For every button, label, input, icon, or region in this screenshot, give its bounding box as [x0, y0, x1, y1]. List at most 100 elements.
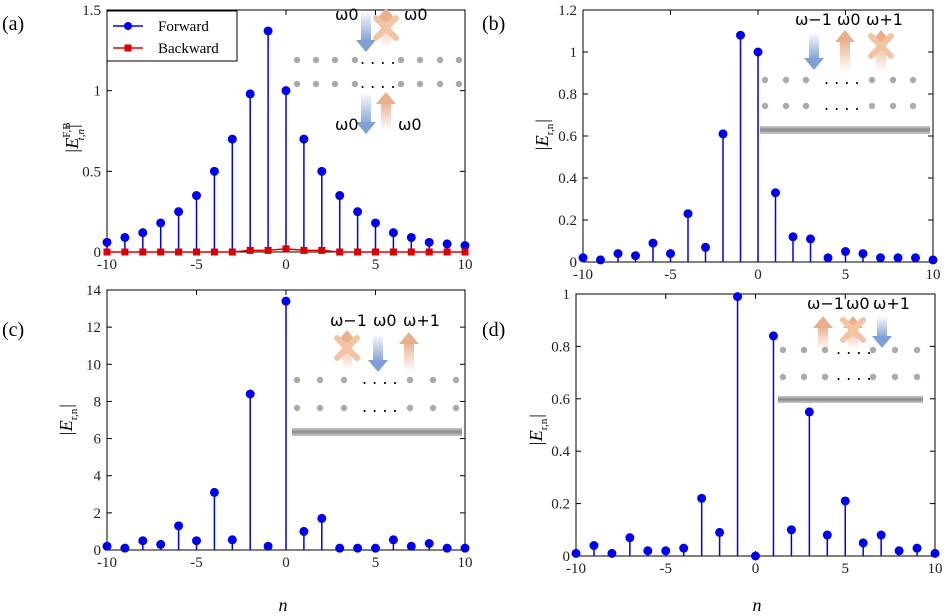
panel-b: -10 -5 0 5 10 0 0.2 0.4 0.6 0.8 1 1.2 (b) |Er,n| ω−…: [482, 3, 941, 283]
inset-d-grating: [779, 346, 921, 381]
x-tick-label: 5: [842, 561, 850, 577]
data-point: [822, 530, 832, 540]
up-arrow-shaft: [818, 326, 828, 350]
data-point: [661, 546, 671, 556]
y-tick-label: 1.2: [558, 3, 577, 19]
x-tick-label: 5: [372, 257, 380, 273]
down-arrow-icon: [356, 122, 376, 134]
x-tick-label: 5: [372, 555, 380, 571]
inset-a-dots-bottom: . . . .: [360, 73, 396, 92]
down-arrow-shaft: [877, 316, 887, 338]
axes-b: -10 -5 0 5 10 0 0.2 0.4 0.6 0.8 1 1.2: [558, 3, 940, 283]
data-point: [804, 407, 814, 417]
inset-c-dots-bottom: . . . .: [362, 397, 398, 416]
data-point: [335, 191, 345, 201]
grating-dot: [868, 102, 876, 110]
y-tick-label: 10: [86, 357, 101, 373]
y-tick-label: 0: [570, 255, 578, 271]
y-tick-label: 4: [94, 469, 102, 485]
x-tick-label: -10: [97, 555, 117, 571]
grating-dot: [293, 404, 301, 412]
data-point: [102, 541, 112, 551]
data-point: [192, 191, 201, 201]
inset-d-dots-top: . . . .: [836, 339, 872, 358]
data-point: [589, 541, 599, 551]
data-point: [823, 253, 833, 263]
grating-dot: [782, 76, 790, 84]
data-point: [442, 239, 452, 249]
data-point: [138, 536, 148, 546]
grating-dot: [779, 373, 787, 381]
inset-c-omega-minus: ω−1: [330, 311, 367, 330]
data-point: [928, 255, 938, 265]
inset-a-grating: [293, 56, 463, 88]
grating-dot: [416, 80, 424, 88]
up-arrow-icon: [813, 316, 833, 328]
data-point: [281, 86, 291, 96]
down-arrow-shaft: [361, 10, 371, 42]
grating-dot: [800, 373, 808, 381]
inset-c-omega-zero: ω0: [373, 311, 397, 330]
data-point: [120, 232, 130, 242]
data-point: [571, 548, 581, 558]
y-tick-label: 1: [563, 287, 571, 303]
xlabel-d: n: [753, 595, 762, 615]
y-tick-label: 1: [570, 45, 578, 61]
inset-b-dots-top: . . . .: [824, 69, 860, 88]
inset-b-omega-zero: ω0: [837, 10, 861, 29]
y-tick-label: 1.5: [82, 3, 101, 19]
data-point-backward: [389, 248, 397, 256]
grating-dot: [909, 102, 917, 110]
data-point: [683, 209, 693, 219]
ylabel-d: |Er,n|: [526, 414, 550, 446]
panel-c: -10 -5 0 5 10 0 2 4 6 8 10 12 14 (c) |Er,n| n ω−1 ω0…: [2, 283, 473, 615]
panel-a: -10 -5 0 5 10 0 0.5 1 1.5 (a) |EF,B t,n| Forward …: [2, 3, 473, 273]
data-point-backward: [210, 248, 218, 256]
data-point-backward: [193, 248, 200, 256]
y-tick-label: 12: [86, 320, 101, 336]
grating-dot: [397, 80, 405, 88]
legend-forward-label: Forward: [158, 19, 209, 35]
data-point: [911, 253, 920, 263]
data-point: [371, 543, 380, 553]
grating-dot: [351, 80, 359, 88]
data-point: [227, 134, 237, 144]
inset-b-omega-plus: ω+1: [866, 10, 903, 29]
data-point-backward: [461, 248, 469, 256]
data-point: [679, 543, 689, 553]
x-tick-label: -10: [566, 561, 586, 577]
up-arrow-icon: [399, 332, 419, 344]
blocked-cross-icon: [334, 335, 360, 361]
axes-a: -10 -5 0 5 10 0 0.5 1 1.5: [82, 3, 472, 273]
y-tick-label: 0: [94, 245, 102, 261]
grating-dot: [436, 80, 444, 88]
y-tick-label: 0.2: [551, 497, 570, 513]
grating-dot: [429, 404, 437, 412]
grating-dot: [340, 404, 348, 412]
data-point: [335, 543, 345, 553]
grating-dot: [452, 404, 460, 412]
inset-d-waveguide: [778, 396, 923, 403]
x-tick-label: 10: [458, 555, 473, 571]
grating-dot: [761, 76, 769, 84]
x-tick-label: 10: [926, 267, 941, 283]
data-point: [424, 237, 434, 247]
x-tick-label: 0: [282, 257, 290, 273]
data-point: [893, 253, 903, 263]
axes-d: -10 -5 0 5 10 0 0.2 0.4 0.6 0.8 1: [551, 287, 942, 577]
data-point-backward: [264, 246, 272, 254]
inset-d: ω−1 ω0 ω+1 . . . . . . . .: [778, 294, 923, 403]
inset-a-omega-bottom-right: ω0: [398, 115, 422, 134]
data-point: [930, 548, 940, 558]
data-point: [120, 543, 130, 553]
data-point: [753, 47, 763, 57]
up-arrow-icon: [835, 30, 855, 42]
data-point: [406, 541, 416, 551]
inset-d-omega-minus: ω−1: [807, 294, 844, 313]
data-point: [317, 513, 327, 523]
data-point: [912, 543, 922, 553]
inset-a-dots-top: . . . .: [360, 49, 396, 68]
up-arrow-shaft: [381, 100, 391, 132]
blocked-cross-icon: [840, 317, 866, 343]
